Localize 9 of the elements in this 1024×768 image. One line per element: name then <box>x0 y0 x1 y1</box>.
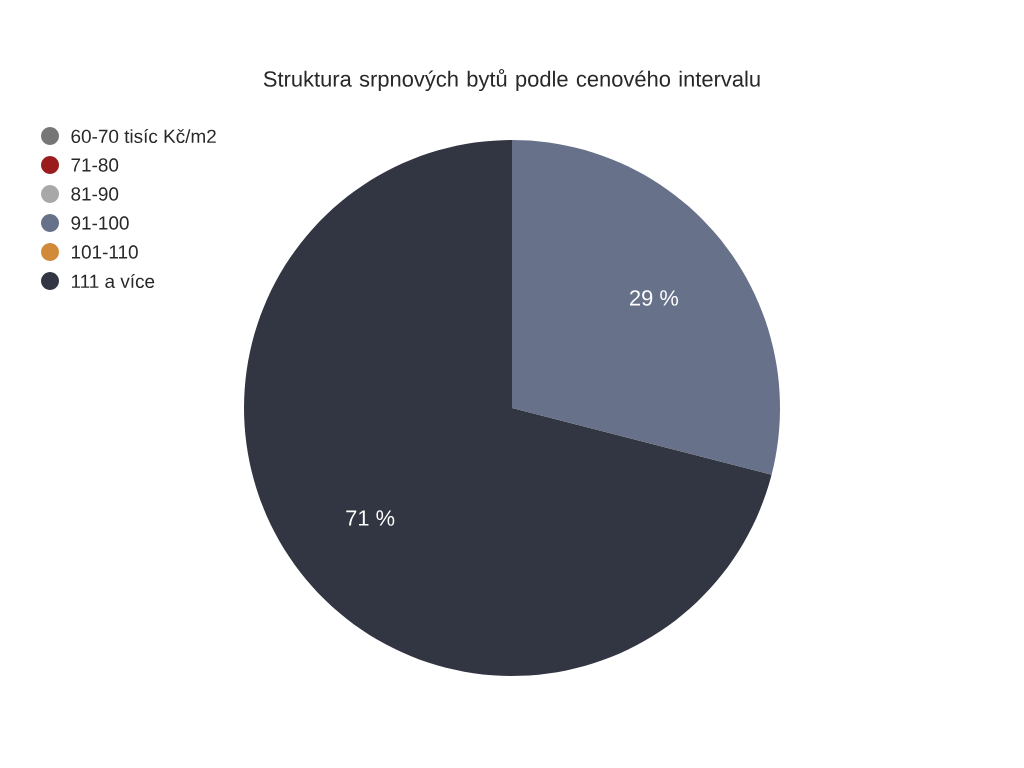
legend-label: 81-90 <box>71 187 119 201</box>
legend-label: 91-100 <box>71 216 129 230</box>
data-label: 29 % <box>630 290 679 306</box>
data-label: 71 % <box>346 510 395 526</box>
legend-label: 101-110 <box>71 245 138 259</box>
legend-label: 60-70 tisíc Kč/m2 <box>71 128 216 144</box>
chart-title: Struktura srpnových bytů podle cenového intervalu <box>263 68 760 92</box>
legend-label: 71-80 <box>71 158 119 172</box>
legend-label: 111 a více <box>71 273 155 289</box>
